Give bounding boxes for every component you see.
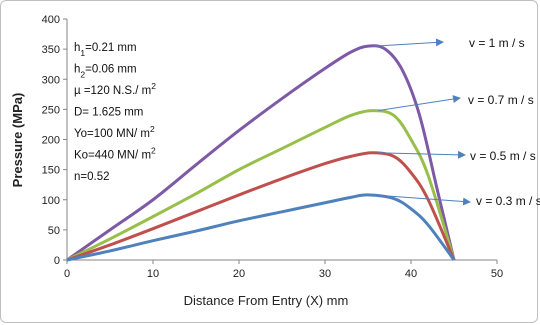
series-label: v = 0.3 m / s <box>476 194 540 208</box>
series-label: v = 0.5 m / s <box>470 149 536 163</box>
series-label-arrow <box>378 95 461 112</box>
parameter-value: =0.06 mm <box>85 64 136 76</box>
x-tick-label: 40 <box>405 268 417 280</box>
series-line <box>66 151 456 262</box>
series-label-arrow <box>373 194 471 206</box>
x-tick-label: 0 <box>64 268 70 280</box>
series-line <box>66 193 456 262</box>
parameter-line: h2=0.06 mm <box>74 64 137 80</box>
parameter-line: n=0.52 <box>74 171 110 183</box>
series-group <box>66 44 456 262</box>
y-tick-label: 400 <box>42 14 60 26</box>
x-tick-label: 30 <box>319 268 331 280</box>
parameter-line: Ko=440 MN/ m2 <box>74 146 156 162</box>
parameter-line: µ =120 N.S./ m2 <box>74 81 156 97</box>
y-axis-title: Pressure (MPa) <box>10 93 25 188</box>
parameter-subscript: 2 <box>80 70 85 80</box>
parameter-superscript: 2 <box>150 124 155 134</box>
parameter-superscript: 2 <box>151 146 156 156</box>
parameter-line: Yo=100 MN/ m2 <box>74 124 155 140</box>
parameter-subscript: 1 <box>80 48 85 58</box>
series-label-arrow <box>373 38 444 47</box>
y-tick-label: 250 <box>42 104 60 116</box>
series-label: v = 1 m / s <box>469 36 525 50</box>
x-axis-title: Distance From Entry (X) mm <box>184 293 349 308</box>
y-tick-label: 150 <box>42 165 60 177</box>
parameter-main: n=0.52 <box>74 171 110 183</box>
parameter-line: D= 1.625 mm <box>74 107 143 119</box>
parameter-main: D= 1.625 mm <box>74 107 143 119</box>
y-tick-label: 0 <box>54 255 60 267</box>
parameter-main: µ =120 N.S./ m <box>74 85 151 97</box>
series-line <box>66 44 456 262</box>
y-tick-label: 100 <box>42 195 60 207</box>
y-tick-label: 200 <box>42 135 60 147</box>
parameter-superscript: 2 <box>151 81 156 91</box>
parameter-main: Yo=100 MN/ m <box>74 128 150 140</box>
x-tick-label: 50 <box>491 268 503 280</box>
y-tick-label: 350 <box>42 44 60 56</box>
series-labels: v = 1 m / s v = 0.7 m / s v = 0.5 m / s v =… <box>373 36 540 208</box>
series-label-arrow <box>378 150 466 159</box>
parameter-main: h <box>74 42 80 54</box>
x-tick-label: 10 <box>147 268 159 280</box>
y-tick-label: 300 <box>42 74 60 86</box>
series-label: v = 0.7 m / s <box>468 93 534 107</box>
y-tick-label: 50 <box>48 225 60 237</box>
x-tick-label: 20 <box>233 268 245 280</box>
parameter-main: h <box>74 64 80 76</box>
parameter-value: =0.21 mm <box>85 42 136 54</box>
parameter-main: Ko=440 MN/ m <box>74 150 151 162</box>
axes: 0 50 100 150 200 250 300 350 400 0 10 20 30 40 50 <box>42 14 503 280</box>
parameter-line: h1=0.21 mm <box>74 42 137 58</box>
series-line <box>66 109 456 262</box>
